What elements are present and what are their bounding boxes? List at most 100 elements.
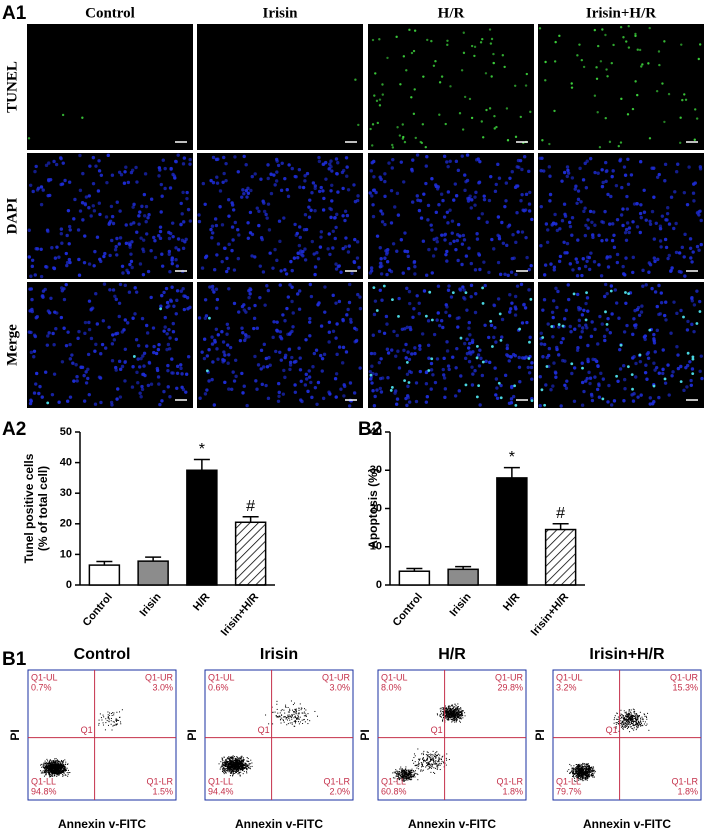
event-dot xyxy=(416,773,418,775)
cell xyxy=(559,404,563,408)
cell xyxy=(40,294,45,298)
event-dot xyxy=(247,765,249,767)
bar xyxy=(447,568,479,586)
event-dot xyxy=(435,754,437,756)
cell xyxy=(57,255,61,259)
event-dot xyxy=(449,716,451,718)
cell xyxy=(639,203,643,207)
cell xyxy=(568,324,572,329)
event-dot xyxy=(41,771,43,773)
event-dot xyxy=(242,763,244,765)
cell xyxy=(493,366,497,370)
event-dot xyxy=(45,769,47,771)
cell xyxy=(120,330,125,334)
cell xyxy=(173,159,178,164)
cell xyxy=(652,338,656,343)
event-dot xyxy=(49,771,51,773)
cell xyxy=(307,375,312,379)
event-dot xyxy=(231,769,233,771)
cell xyxy=(603,209,607,214)
cell xyxy=(403,249,407,253)
event-dot xyxy=(439,714,441,716)
cell xyxy=(518,327,522,331)
cell xyxy=(603,338,607,343)
cell xyxy=(605,169,609,173)
event-dot xyxy=(448,709,450,711)
event-dot xyxy=(55,765,57,767)
event-dot xyxy=(40,764,42,766)
cell xyxy=(446,221,450,225)
cell xyxy=(431,254,436,258)
cell xyxy=(175,364,180,369)
event-dot xyxy=(400,774,402,776)
event-dot xyxy=(51,768,53,770)
event-dot xyxy=(108,717,110,719)
event-dot xyxy=(460,718,462,720)
cell xyxy=(211,180,216,185)
cell xyxy=(188,162,192,166)
event-dot xyxy=(63,769,65,771)
event-dot xyxy=(237,764,239,766)
event-dot xyxy=(289,708,291,710)
event-dot xyxy=(42,765,44,767)
cell xyxy=(405,69,408,72)
cell xyxy=(165,332,169,336)
cell xyxy=(265,365,270,369)
cell xyxy=(123,379,127,383)
cell xyxy=(606,192,610,197)
cell xyxy=(329,215,333,220)
event-dot xyxy=(59,768,61,770)
event-dot xyxy=(236,762,238,764)
cell xyxy=(244,163,248,167)
cell xyxy=(357,265,361,270)
event-dot xyxy=(112,721,114,723)
cell xyxy=(528,335,532,340)
event-dot xyxy=(454,703,456,705)
micrograph xyxy=(27,153,193,279)
cell xyxy=(160,293,164,298)
cell xyxy=(373,94,376,97)
cell xyxy=(372,286,376,290)
cell xyxy=(259,177,263,181)
cell xyxy=(87,299,92,303)
cell xyxy=(225,332,229,336)
event-dot xyxy=(52,760,54,762)
cell xyxy=(126,321,130,325)
event-dot xyxy=(460,717,462,719)
cell xyxy=(324,177,328,181)
cell xyxy=(379,390,384,394)
image-background xyxy=(197,24,363,150)
event-dot xyxy=(268,723,270,725)
cell xyxy=(444,303,448,307)
cell xyxy=(676,366,681,371)
event-dot xyxy=(416,767,418,769)
cell xyxy=(342,394,346,398)
event-dot xyxy=(54,764,56,766)
event-dot xyxy=(301,707,303,709)
cell xyxy=(596,364,600,369)
event-dot xyxy=(221,763,223,765)
cell xyxy=(236,170,240,174)
cell xyxy=(476,157,480,161)
cell xyxy=(210,335,214,339)
cell xyxy=(654,365,659,370)
cell xyxy=(424,164,428,168)
event-dot xyxy=(458,711,460,713)
cell xyxy=(614,183,619,188)
cell xyxy=(488,360,492,365)
event-dot xyxy=(241,756,243,758)
cell xyxy=(558,227,562,231)
event-dot xyxy=(458,713,460,715)
cell xyxy=(269,172,273,176)
cell xyxy=(159,307,163,311)
cell xyxy=(551,299,556,303)
cell xyxy=(695,117,699,120)
event-dot xyxy=(240,767,242,769)
cell xyxy=(581,257,585,261)
event-dot xyxy=(242,764,244,766)
cell xyxy=(529,263,533,268)
cell xyxy=(566,283,570,287)
event-dot xyxy=(461,714,463,716)
cell xyxy=(271,335,275,340)
event-dot xyxy=(404,772,406,774)
